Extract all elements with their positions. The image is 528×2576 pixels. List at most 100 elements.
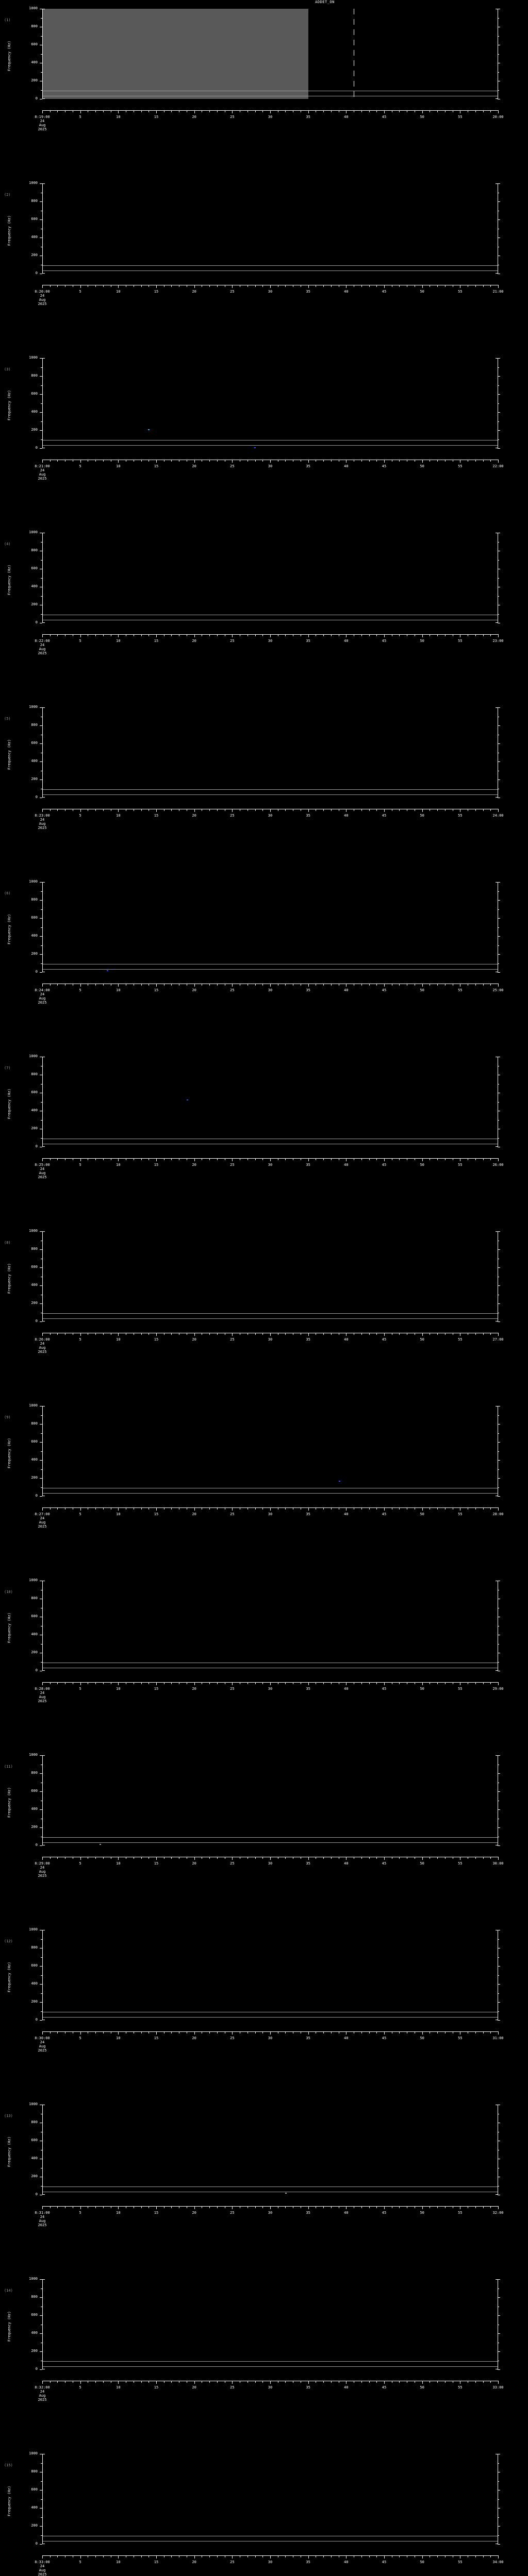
y-tick — [40, 1460, 42, 1461]
plot-area[interactable] — [42, 707, 498, 798]
y-tick-right — [498, 2544, 500, 2545]
y-axis-title: Frequency (Hz) — [7, 1961, 11, 1992]
x-tick-minor — [437, 984, 438, 986]
spectrogram-panel[interactable]: (6) Frequency (Hz) 0 200 400 600 800 1000 8:24:0… — [0, 880, 528, 1057]
x-tick-label: 20 — [192, 290, 196, 294]
spectrogram-panel[interactable]: (14) Frequency (Hz) 0 200 400 600 800 1000 8:32:… — [0, 2277, 528, 2454]
y-tick-label: 400 — [31, 934, 38, 938]
plot-area[interactable] — [42, 1581, 498, 1671]
plot-area[interactable] — [42, 2454, 498, 2544]
plot-area[interactable] — [42, 1930, 498, 2020]
x-tick-minor — [209, 1507, 210, 1510]
x-tick-minor — [141, 460, 142, 462]
axis-rail — [42, 1930, 43, 2020]
y-tick-label: 0 — [35, 1144, 38, 1148]
axis-rail — [42, 2454, 43, 2544]
axis-corner — [496, 2279, 498, 2280]
spectrogram-panel[interactable]: (11) Frequency (Hz) 0 200 400 600 800 1000 8:29:… — [0, 1753, 528, 1930]
x-tick-major — [156, 1507, 157, 1511]
plot-area[interactable] — [42, 1406, 498, 1496]
x-tick-minor — [444, 984, 446, 986]
y-tick-right — [498, 1303, 500, 1304]
x-tick-minor — [490, 1682, 491, 1684]
detection-mark[interactable] — [338, 1481, 340, 1482]
x-tick-minor — [369, 1333, 370, 1335]
x-tick-minor — [285, 460, 286, 462]
x-axis-start-label: 8:29:00 — [35, 1861, 50, 1866]
detection-mark[interactable] — [186, 1099, 188, 1100]
x-tick-major — [118, 1333, 119, 1336]
x-axis-date-label: 24 Aug 2025 — [27, 992, 58, 1005]
spectrogram-panel[interactable]: (3) Frequency (Hz) 0 200 400 600 800 1000 8:21:0… — [0, 356, 528, 533]
y-tick-minor — [41, 963, 42, 964]
plot-area[interactable] — [42, 1057, 498, 1147]
x-tick-minor — [444, 2555, 446, 2557]
spectrogram-panel[interactable]: (7) Frequency (Hz) 0 200 400 600 800 1000 8:25:0… — [0, 1055, 528, 1231]
axis-corner — [496, 707, 498, 708]
x-tick-major — [422, 460, 423, 463]
x-tick-minor — [369, 809, 370, 811]
x-tick-minor — [171, 1333, 172, 1335]
spectrogram-panel[interactable]: (10) Frequency (Hz) 0 200 400 600 800 1000 8:28:… — [0, 1579, 528, 1755]
x-tick-minor — [171, 1507, 172, 1510]
y-tick-label: 400 — [31, 60, 38, 64]
x-tick-major — [194, 1507, 195, 1511]
detection-mark[interactable] — [285, 2192, 287, 2194]
axis-corner — [496, 797, 498, 798]
y-tick-right — [498, 882, 500, 883]
spectrogram-panel[interactable]: (12) Frequency (Hz) 0 200 400 600 800 1000 8:30:… — [0, 1928, 528, 2105]
spectrogram-panel[interactable]: (5) Frequency (Hz) 0 200 400 600 800 1000 8:23:0… — [0, 705, 528, 882]
y-tick-label: 0 — [35, 1843, 38, 1847]
spectrogram-panel[interactable]: (15) Frequency (Hz) 0 200 400 600 800 1000 8:33:… — [0, 2452, 528, 2576]
x-tick-minor — [255, 634, 256, 636]
spectrogram-panel[interactable]: (9) Frequency (Hz) 0 200 400 600 800 1000 8:27:0… — [0, 1404, 528, 1581]
x-tick-minor — [475, 809, 476, 811]
x-tick-major — [80, 1857, 81, 1860]
detection-mark[interactable] — [254, 447, 256, 448]
x-tick-minor — [255, 1857, 256, 1859]
axis-rail — [42, 358, 43, 448]
x-tick-minor — [376, 1333, 377, 1335]
x-tick-label: 55 — [458, 290, 463, 294]
plot-area[interactable] — [42, 2105, 498, 2195]
x-tick-minor — [376, 809, 377, 811]
plot-area[interactable] — [42, 882, 498, 972]
x-tick-label: 10 — [116, 639, 121, 643]
y-tick-label: 1000 — [29, 6, 38, 10]
plot-area[interactable] — [42, 533, 498, 623]
plot-area[interactable] — [42, 358, 498, 448]
x-tick-label: 15 — [154, 1337, 159, 1342]
detection-mark[interactable] — [107, 970, 109, 971]
x-axis-date-label: 24 Aug 2025 — [27, 643, 58, 655]
plot-area[interactable] — [42, 183, 498, 274]
axis-corner — [42, 1146, 45, 1147]
x-tick-minor — [171, 1158, 172, 1160]
y-tick-minor — [41, 72, 42, 73]
y-tick-minor-right — [498, 1487, 499, 1488]
x-tick-minor — [444, 1857, 446, 1859]
spectrogram-panel[interactable]: (2) Frequency (Hz) 0 200 400 600 800 1000 8:20:0… — [0, 181, 528, 358]
spectrogram-panel[interactable]: (1) Frequency (Hz) 0 200 400 600 800 1000 8:19:0… — [0, 6, 528, 183]
x-tick-minor — [103, 2206, 104, 2208]
spectrogram-panel[interactable]: (4) Frequency (Hz) 0 200 400 600 800 1000 8:22:0… — [0, 531, 528, 707]
x-tick-label: 25 — [230, 1163, 235, 1167]
x-tick-label: 25 — [230, 115, 235, 119]
detection-mark[interactable] — [99, 1843, 101, 1845]
x-tick-label: 55 — [458, 1687, 463, 1691]
x-tick-minor — [148, 2555, 150, 2557]
x-axis-date-month: Aug — [39, 996, 46, 1001]
plot-area[interactable] — [42, 1755, 498, 1845]
x-axis-date-month: Aug — [39, 822, 46, 826]
spectrogram-panel[interactable]: (13) Frequency (Hz) 0 200 400 600 800 1000 8:31:… — [0, 2103, 528, 2279]
y-tick-minor — [41, 1415, 42, 1416]
x-tick-major — [498, 1507, 499, 1511]
plot-area[interactable] — [42, 9, 498, 99]
spectrogram-panel[interactable]: (8) Frequency (Hz) 0 200 400 600 800 1000 8:26:0… — [0, 1229, 528, 1406]
plot-area[interactable] — [42, 2279, 498, 2369]
detection-mark[interactable] — [147, 429, 150, 431]
plot-area[interactable] — [42, 1231, 498, 1321]
y-tick-minor-right — [498, 541, 499, 543]
x-tick-minor — [361, 110, 362, 112]
x-tick-minor — [103, 1333, 104, 1335]
x-axis-date-label: 24 Aug 2025 — [27, 2564, 58, 2576]
